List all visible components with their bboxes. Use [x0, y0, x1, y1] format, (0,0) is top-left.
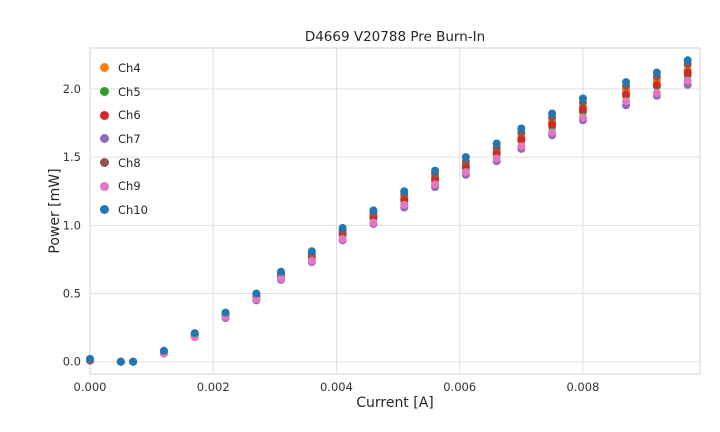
data-point-ch6	[652, 80, 661, 89]
data-point-ch9	[307, 256, 316, 265]
data-point-ch9	[400, 200, 409, 209]
x-tick-label: 0.000	[74, 380, 107, 394]
legend-label: Ch7	[118, 131, 141, 146]
data-point-ch10	[517, 124, 526, 133]
data-point-ch6	[683, 68, 692, 77]
legend-marker-icon	[100, 87, 109, 97]
data-point-ch9	[369, 218, 378, 227]
axes-border	[89, 47, 701, 375]
data-point-ch9	[431, 180, 440, 189]
data-point-ch10	[252, 289, 261, 298]
data-point-ch10	[652, 68, 661, 77]
x-tick-label: 0.002	[197, 380, 230, 394]
y-tick-label: 0.5	[63, 287, 81, 301]
data-point-ch10	[622, 78, 631, 87]
legend-marker-icon	[100, 158, 109, 168]
data-point-ch10	[548, 109, 557, 118]
legend-item-ch6: Ch6	[100, 103, 148, 127]
legend-marker-icon	[100, 110, 109, 120]
data-point-ch9	[622, 97, 631, 106]
legend-label: Ch5	[118, 84, 141, 99]
data-point-ch10	[159, 346, 168, 355]
data-point-ch10	[461, 153, 470, 162]
data-point-ch10	[116, 357, 125, 366]
legend-item-ch4: Ch4	[100, 56, 148, 80]
data-point-ch9	[277, 274, 286, 283]
data-point-ch6	[578, 105, 587, 114]
data-point-ch9	[338, 234, 347, 243]
data-point-ch10	[277, 267, 286, 276]
data-point-ch6	[517, 135, 526, 144]
data-point-ch10	[431, 166, 440, 175]
legend-label: Ch8	[118, 155, 141, 170]
data-point-ch10	[369, 206, 378, 215]
legend-item-ch8: Ch8	[100, 151, 148, 175]
data-point-ch10	[221, 308, 230, 317]
data-point-ch9	[578, 113, 587, 122]
legend-label: Ch4	[118, 60, 141, 75]
data-point-ch9	[461, 168, 470, 177]
data-point-ch9	[652, 89, 661, 98]
data-point-ch10	[86, 354, 94, 363]
data-point-ch9	[492, 154, 501, 163]
data-point-ch6	[548, 120, 557, 129]
y-tick-label: 1.5	[63, 150, 81, 164]
data-point-ch9	[548, 128, 557, 137]
x-tick-label: 0.004	[320, 380, 353, 394]
y-tick-label: 0.0	[63, 355, 81, 369]
data-point-ch10	[578, 94, 587, 103]
legend-item-ch10: Ch10	[100, 198, 148, 222]
data-point-ch10	[683, 56, 692, 65]
data-point-ch10	[400, 187, 409, 196]
x-tick-label: 0.006	[443, 380, 476, 394]
data-point-ch9	[517, 142, 526, 151]
chart-title: D4669 V20788 Pre Burn-In	[304, 29, 486, 45]
data-point-ch10	[492, 139, 501, 148]
legend-marker-icon	[100, 63, 109, 73]
y-tick-label: 1.0	[63, 218, 81, 232]
legend-label: Ch9	[118, 179, 141, 194]
data-point-ch10	[190, 329, 199, 338]
legend-item-ch9: Ch9	[100, 174, 148, 198]
legend-label: Ch6	[118, 108, 141, 123]
legend-marker-icon	[100, 181, 109, 191]
legend-marker-icon	[100, 205, 109, 215]
x-tick-label: 0.008	[566, 380, 599, 394]
data-point-ch10	[129, 357, 138, 366]
data-point-ch6	[622, 90, 631, 99]
x-axis-label: Current [A]	[356, 395, 434, 411]
y-axis-label: Power [mW]	[47, 168, 63, 254]
data-point-ch10	[338, 224, 347, 233]
legend-label: Ch10	[118, 202, 148, 217]
data-point-ch10	[307, 247, 316, 256]
plot-background	[90, 48, 700, 374]
legend: Ch4 Ch5 Ch6 Ch7 Ch8 Ch9 Ch10	[100, 56, 148, 222]
legend-marker-icon	[100, 134, 109, 144]
y-tick-label: 2.0	[63, 82, 81, 96]
data-point-ch9	[683, 76, 692, 85]
legend-item-ch5: Ch5	[100, 80, 148, 104]
legend-item-ch7: Ch7	[100, 127, 148, 151]
